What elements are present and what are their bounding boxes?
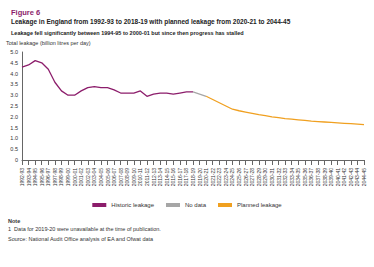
svg-text:2034-35: 2034-35 [295, 168, 301, 187]
svg-text:2032-33: 2032-33 [282, 168, 288, 187]
svg-text:2039-40: 2039-40 [328, 168, 334, 187]
svg-text:2011-12: 2011-12 [144, 168, 150, 186]
svg-text:2009-10: 2009-10 [131, 168, 137, 187]
svg-text:2027-28: 2027-28 [249, 168, 255, 187]
svg-text:2006-07: 2006-07 [111, 168, 117, 187]
svg-text:2043-44: 2043-44 [354, 168, 360, 187]
svg-text:3.0: 3.0 [10, 92, 18, 98]
svg-text:2028-29: 2028-29 [256, 168, 262, 187]
svg-text:2010-11: 2010-11 [137, 168, 143, 186]
svg-text:2012-13: 2012-13 [151, 168, 157, 187]
svg-text:2003-04: 2003-04 [91, 168, 97, 187]
svg-text:2029-30: 2029-30 [262, 168, 268, 187]
svg-text:Total leakage (billion litres: Total leakage (billion litres per day) [6, 40, 91, 46]
svg-text:2.0: 2.0 [10, 114, 18, 120]
svg-text:2014-15: 2014-15 [164, 168, 170, 187]
svg-text:Source: National Audit Office: Source: National Audit Office analysis o… [8, 236, 154, 242]
svg-text:5.0: 5.0 [10, 49, 18, 55]
svg-text:Leakage fell significantly bet: Leakage fell significantly between 1994-… [11, 30, 244, 36]
svg-text:2025-26: 2025-26 [236, 168, 242, 187]
svg-text:0.5: 0.5 [10, 146, 18, 152]
svg-text:2001-02: 2001-02 [78, 168, 84, 187]
svg-text:1.0: 1.0 [10, 135, 18, 141]
svg-text:2002-03: 2002-03 [85, 168, 91, 187]
svg-text:2000-01: 2000-01 [72, 168, 78, 187]
svg-text:2038-39: 2038-39 [322, 168, 328, 187]
svg-text:2041-42: 2041-42 [341, 168, 347, 187]
svg-text:2015-16: 2015-16 [170, 168, 176, 187]
svg-text:2023-24: 2023-24 [223, 168, 229, 187]
svg-text:1999-00: 1999-00 [65, 168, 71, 187]
svg-text:2008-09: 2008-09 [124, 168, 130, 187]
svg-text:2042-43: 2042-43 [348, 168, 354, 187]
svg-text:2.5: 2.5 [10, 103, 18, 109]
svg-text:2031-32: 2031-32 [276, 168, 282, 187]
svg-text:1994-95: 1994-95 [32, 168, 38, 187]
svg-text:2036-37: 2036-37 [308, 168, 314, 187]
svg-text:2033-34: 2033-34 [289, 168, 295, 187]
svg-text:Note: Note [8, 218, 20, 224]
svg-text:2020-21: 2020-21 [203, 168, 209, 187]
svg-text:2019-20: 2019-20 [197, 168, 203, 187]
svg-text:3.5: 3.5 [10, 81, 18, 87]
svg-text:1993-94: 1993-94 [26, 168, 32, 187]
svg-text:2021-22: 2021-22 [210, 168, 216, 187]
svg-text:Leakage in England from 1992-9: Leakage in England from 1992-93 to 2018-… [11, 18, 291, 26]
svg-text:4.5: 4.5 [10, 60, 18, 66]
svg-text:1992-93: 1992-93 [19, 168, 25, 187]
svg-text:2030-31: 2030-31 [269, 168, 275, 187]
svg-text:4.0: 4.0 [10, 71, 18, 77]
svg-text:Figure 6: Figure 6 [11, 8, 40, 17]
svg-text:1.5: 1.5 [10, 125, 18, 131]
svg-text:2017-18: 2017-18 [183, 168, 189, 187]
svg-text:2026-27: 2026-27 [243, 168, 249, 187]
svg-text:2013-14: 2013-14 [157, 168, 163, 187]
svg-text:1 Data for 2019-20 were unava: 1 Data for 2019-20 were unavailable at t… [8, 226, 161, 232]
svg-text:2040-41: 2040-41 [335, 168, 341, 187]
svg-text:2035-36: 2035-36 [302, 168, 308, 187]
svg-text:1997-98: 1997-98 [52, 168, 58, 187]
svg-text:2024-25: 2024-25 [229, 168, 235, 187]
svg-text:No data: No data [185, 202, 207, 208]
svg-text:Planned leakage: Planned leakage [237, 202, 282, 208]
svg-text:1995-96: 1995-96 [39, 168, 45, 187]
svg-text:0: 0 [15, 157, 18, 163]
svg-text:2044-45: 2044-45 [361, 168, 367, 187]
svg-text:2018-19: 2018-19 [190, 168, 196, 187]
svg-text:1996-97: 1996-97 [45, 168, 51, 187]
svg-text:2007-08: 2007-08 [118, 168, 124, 187]
svg-text:1998-99: 1998-99 [58, 168, 64, 187]
svg-text:2016-17: 2016-17 [177, 168, 183, 187]
svg-text:2005-06: 2005-06 [105, 168, 111, 187]
svg-text:2004-05: 2004-05 [98, 168, 104, 187]
svg-text:2022-23: 2022-23 [216, 168, 222, 187]
svg-text:2037-38: 2037-38 [315, 168, 321, 187]
svg-text:Historic leakage: Historic leakage [111, 202, 154, 208]
